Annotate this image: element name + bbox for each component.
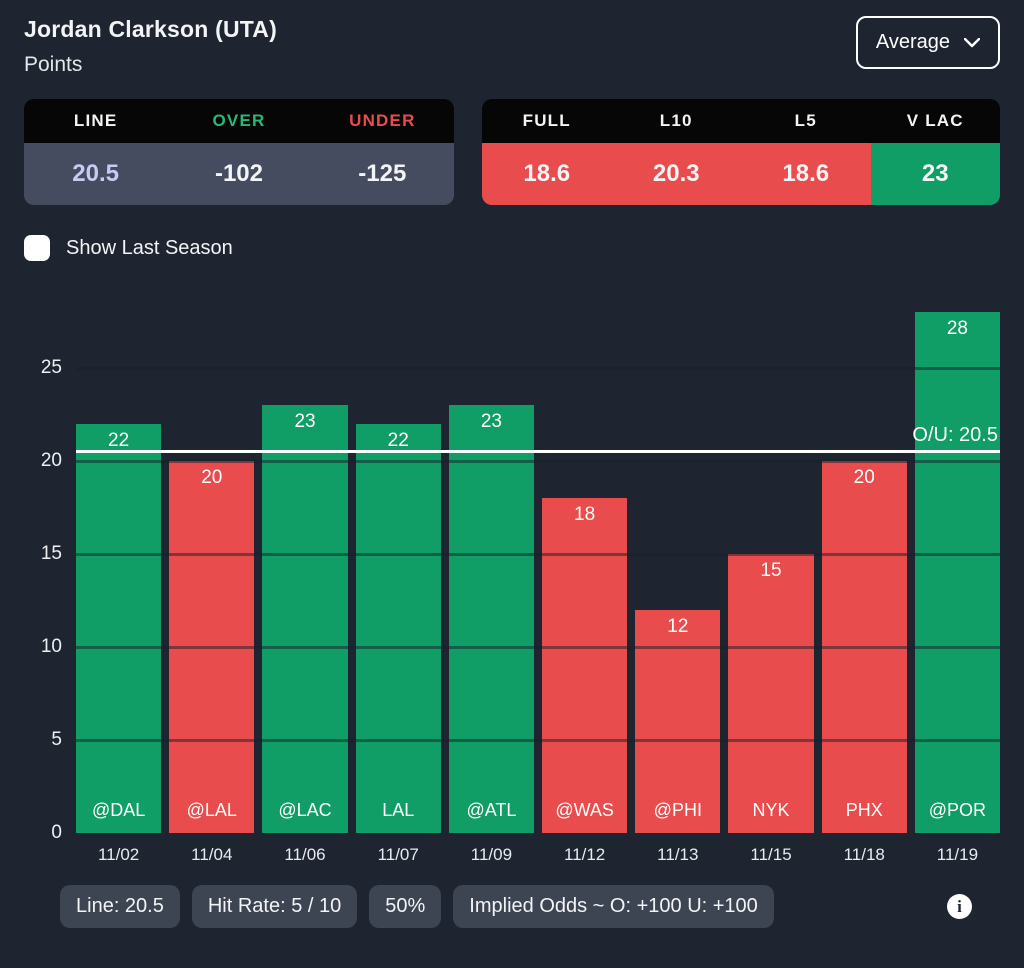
x-tick-label: 11/04 <box>191 845 233 864</box>
y-axis: 0 5 10 15 20 25 <box>24 303 68 843</box>
bar-value-label: 22 <box>108 429 130 451</box>
vs-opponent-average: 23 <box>870 143 1000 205</box>
bar-nyk[interactable]: 15 NYK <box>728 554 814 833</box>
x-tick-label: 11/06 <box>284 845 326 864</box>
bar-at-por[interactable]: 28 @POR <box>914 312 1001 833</box>
y-tick-label: 15 <box>40 543 62 565</box>
plot-area: 22 @DAL 20 @LAL 23 @LAC 22 LAL 23 @ATL 18 @WAS 12 @PH… <box>76 303 1001 833</box>
average-dropdown[interactable]: Average <box>855 16 1000 69</box>
bar-value-label: 22 <box>387 429 409 451</box>
bar-value-label: 28 <box>946 318 968 340</box>
bar-opponent-label: @LAL <box>186 800 237 820</box>
bar-opponent-label: @POR <box>928 800 987 820</box>
x-tick-label: 11/12 <box>563 845 606 864</box>
bar-value-label: 12 <box>667 615 689 637</box>
player-name: Jordan Clarkson (UTA) <box>24 16 277 42</box>
stat-chip: Hit Rate: 5 / 10 <box>191 885 358 928</box>
under-odds: -125 <box>358 160 407 187</box>
bar-at-phi[interactable]: 12 @PHI <box>635 609 721 833</box>
stat-chip: 50% <box>369 885 442 928</box>
over-under-line-label: O/U: 20.5 <box>912 423 998 446</box>
line-value: 20.5 <box>72 160 120 187</box>
average-dropdown-label: Average <box>875 31 950 53</box>
bar-lal[interactable]: 22 LAL <box>355 423 441 833</box>
l10-average: 20.3 <box>611 143 741 205</box>
bar-value-label: 15 <box>760 560 782 582</box>
line-odds-table: LINE OVER UNDER 20.5 -102 -125 <box>24 99 454 205</box>
x-axis-dates: 11/02 11/04 11/06 11/07 11/09 11/12 11/13 11/15… <box>76 845 1000 865</box>
chart-plot-row: 0 5 10 15 20 25 22 @DAL 20 @LAL 23 @LAC 22 LAL 23 @ATL… <box>24 303 1001 843</box>
bar-opponent-label: @PHI <box>653 800 702 820</box>
bar-at-atl[interactable]: 23 @ATL <box>448 405 535 833</box>
bars-container: 22 @DAL 20 @LAL 23 @LAC 22 LAL 23 @ATL 18 @WAS 12 @PH… <box>76 303 1001 833</box>
stat-chip: Line: 20.5 <box>60 885 180 928</box>
gridline <box>76 366 1000 370</box>
under-header: UNDER <box>349 111 416 130</box>
line-table-values: 20.5 -102 -125 <box>24 143 454 205</box>
x-tick-label: 11/15 <box>750 845 792 864</box>
y-tick-label: 10 <box>40 636 62 658</box>
bar-opponent-label: @ATL <box>466 800 517 820</box>
bar-opponent-label: @DAL <box>91 800 146 820</box>
bar-opponent-label: LAL <box>382 800 415 820</box>
bar-opponent-label: @LAC <box>278 800 332 820</box>
x-tick-label: 11/07 <box>377 845 419 864</box>
splits-table-header: FULL L10 L5 V LAC <box>482 99 1000 143</box>
x-tick-label: 11/19 <box>936 845 979 864</box>
y-tick-label: 0 <box>51 822 62 843</box>
show-last-season-label: Show Last Season <box>66 236 233 259</box>
splits-table-values: 18.6 20.3 18.6 23 <box>482 143 1000 205</box>
over-header: OVER <box>212 111 266 130</box>
line-table-header: LINE OVER UNDER <box>24 99 454 143</box>
show-last-season-checkbox[interactable] <box>24 235 50 261</box>
bar-at-dal[interactable]: 22 @DAL <box>76 423 162 833</box>
points-bar-chart: 0 5 10 15 20 25 22 @DAL 20 @LAL 23 @LAC 22 LAL 23 @ATL… <box>24 303 1001 865</box>
line-header: LINE <box>73 111 118 130</box>
l10-header: L10 <box>659 111 693 130</box>
info-icon[interactable]: i <box>947 894 972 919</box>
player-prop-panel: Jordan Clarkson (UTA) Points Average LIN… <box>24 16 1001 928</box>
bar-opponent-label: NYK <box>752 800 790 820</box>
bar-value-label: 18 <box>574 504 596 526</box>
x-tick-label: 11/13 <box>657 845 699 864</box>
bar-at-was[interactable]: 18 @WAS <box>542 498 628 833</box>
summary-chip-row: Line: 20.5 Hit Rate: 5 / 10 50% Implied Odd… <box>60 885 1000 928</box>
stat-type: Points <box>24 53 83 76</box>
bar-value-label: 20 <box>201 467 223 489</box>
full-header: FULL <box>522 111 571 130</box>
y-tick-label: 20 <box>40 450 62 472</box>
y-tick-label: 25 <box>40 357 62 379</box>
vs-opponent-header: V LAC <box>906 111 964 130</box>
x-tick-label: 11/02 <box>97 845 140 864</box>
bar-opponent-label: PHX <box>845 800 883 820</box>
l5-average: 18.6 <box>741 143 871 205</box>
title-block: Jordan Clarkson (UTA) Points <box>24 16 277 77</box>
full-average: 18.6 <box>482 143 612 205</box>
over-odds: -102 <box>214 160 264 187</box>
bar-value-label: 23 <box>480 411 502 433</box>
y-tick-label: 5 <box>51 729 62 751</box>
bar-value-label: 23 <box>294 411 316 433</box>
bar-at-lac[interactable]: 23 @LAC <box>262 405 348 833</box>
gridline <box>76 459 1000 463</box>
over-under-line <box>76 450 1000 454</box>
x-tick-label: 11/09 <box>470 845 513 864</box>
gridline <box>76 645 1000 649</box>
bar-opponent-label: @WAS <box>555 800 614 820</box>
show-last-season-toggle[interactable]: Show Last Season <box>24 235 233 261</box>
l5-header: L5 <box>794 111 817 130</box>
x-tick-label: 11/18 <box>843 845 885 864</box>
gridline <box>76 552 1000 556</box>
chevron-down-icon <box>964 37 980 48</box>
bar-value-label: 20 <box>853 467 875 489</box>
stat-tables: LINE OVER UNDER 20.5 -102 -125 FULL L10 … <box>24 99 1000 205</box>
splits-table: FULL L10 L5 V LAC 18.6 20.3 18.6 23 <box>482 99 1000 205</box>
top-bar: Jordan Clarkson (UTA) Points Average <box>24 16 1000 77</box>
gridline <box>76 738 1000 742</box>
stat-chip: Implied Odds ~ O: +100 U: +100 <box>453 885 774 928</box>
